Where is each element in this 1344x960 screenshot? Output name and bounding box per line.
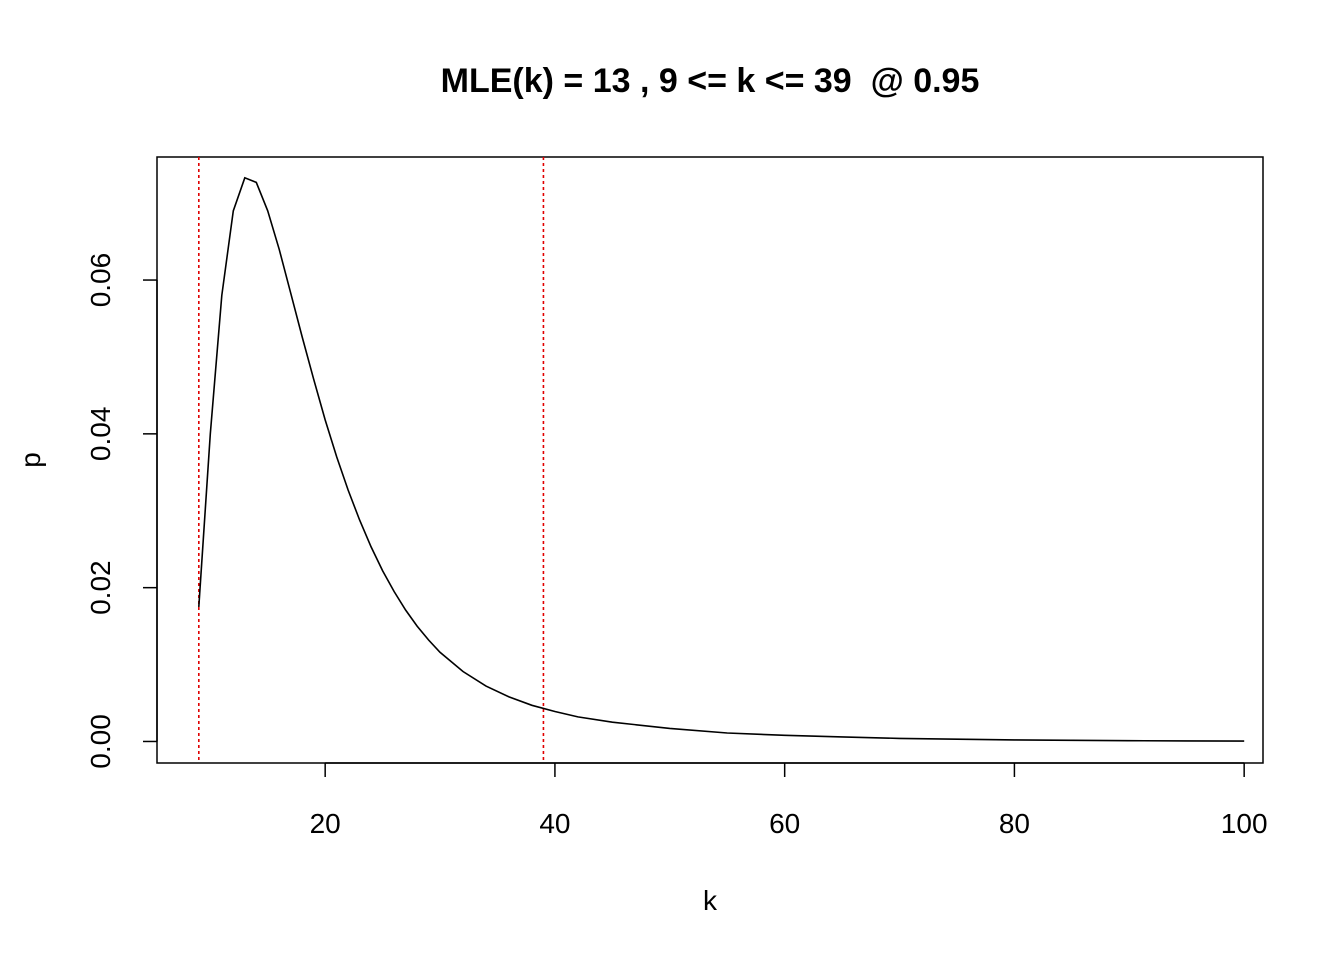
y-axis-label: p xyxy=(15,452,46,468)
x-tick-label: 80 xyxy=(999,808,1030,839)
series-group xyxy=(198,176,1245,742)
x-axis-label: k xyxy=(703,885,718,916)
y-tick-label: 0.00 xyxy=(85,714,116,769)
series-line xyxy=(198,176,1245,742)
x-tick-label: 40 xyxy=(539,808,570,839)
y-tick-label: 0.04 xyxy=(85,407,116,462)
x-tick-label: 100 xyxy=(1221,808,1268,839)
x-axis: 20 40 60 80 100 xyxy=(310,762,1268,839)
y-axis: 0.00 0.02 0.04 0.06 xyxy=(85,253,158,769)
reference-lines xyxy=(198,157,545,763)
y-tick-label: 0.02 xyxy=(85,560,116,615)
x-tick-label: 60 xyxy=(769,808,800,839)
x-tick-label: 20 xyxy=(310,808,341,839)
y-tick-label: 0.06 xyxy=(85,253,116,308)
chart-title: MLE(k) = 13 , 9 <= k <= 39 @ 0.95 xyxy=(441,62,980,100)
plot-frame xyxy=(156,156,1264,764)
